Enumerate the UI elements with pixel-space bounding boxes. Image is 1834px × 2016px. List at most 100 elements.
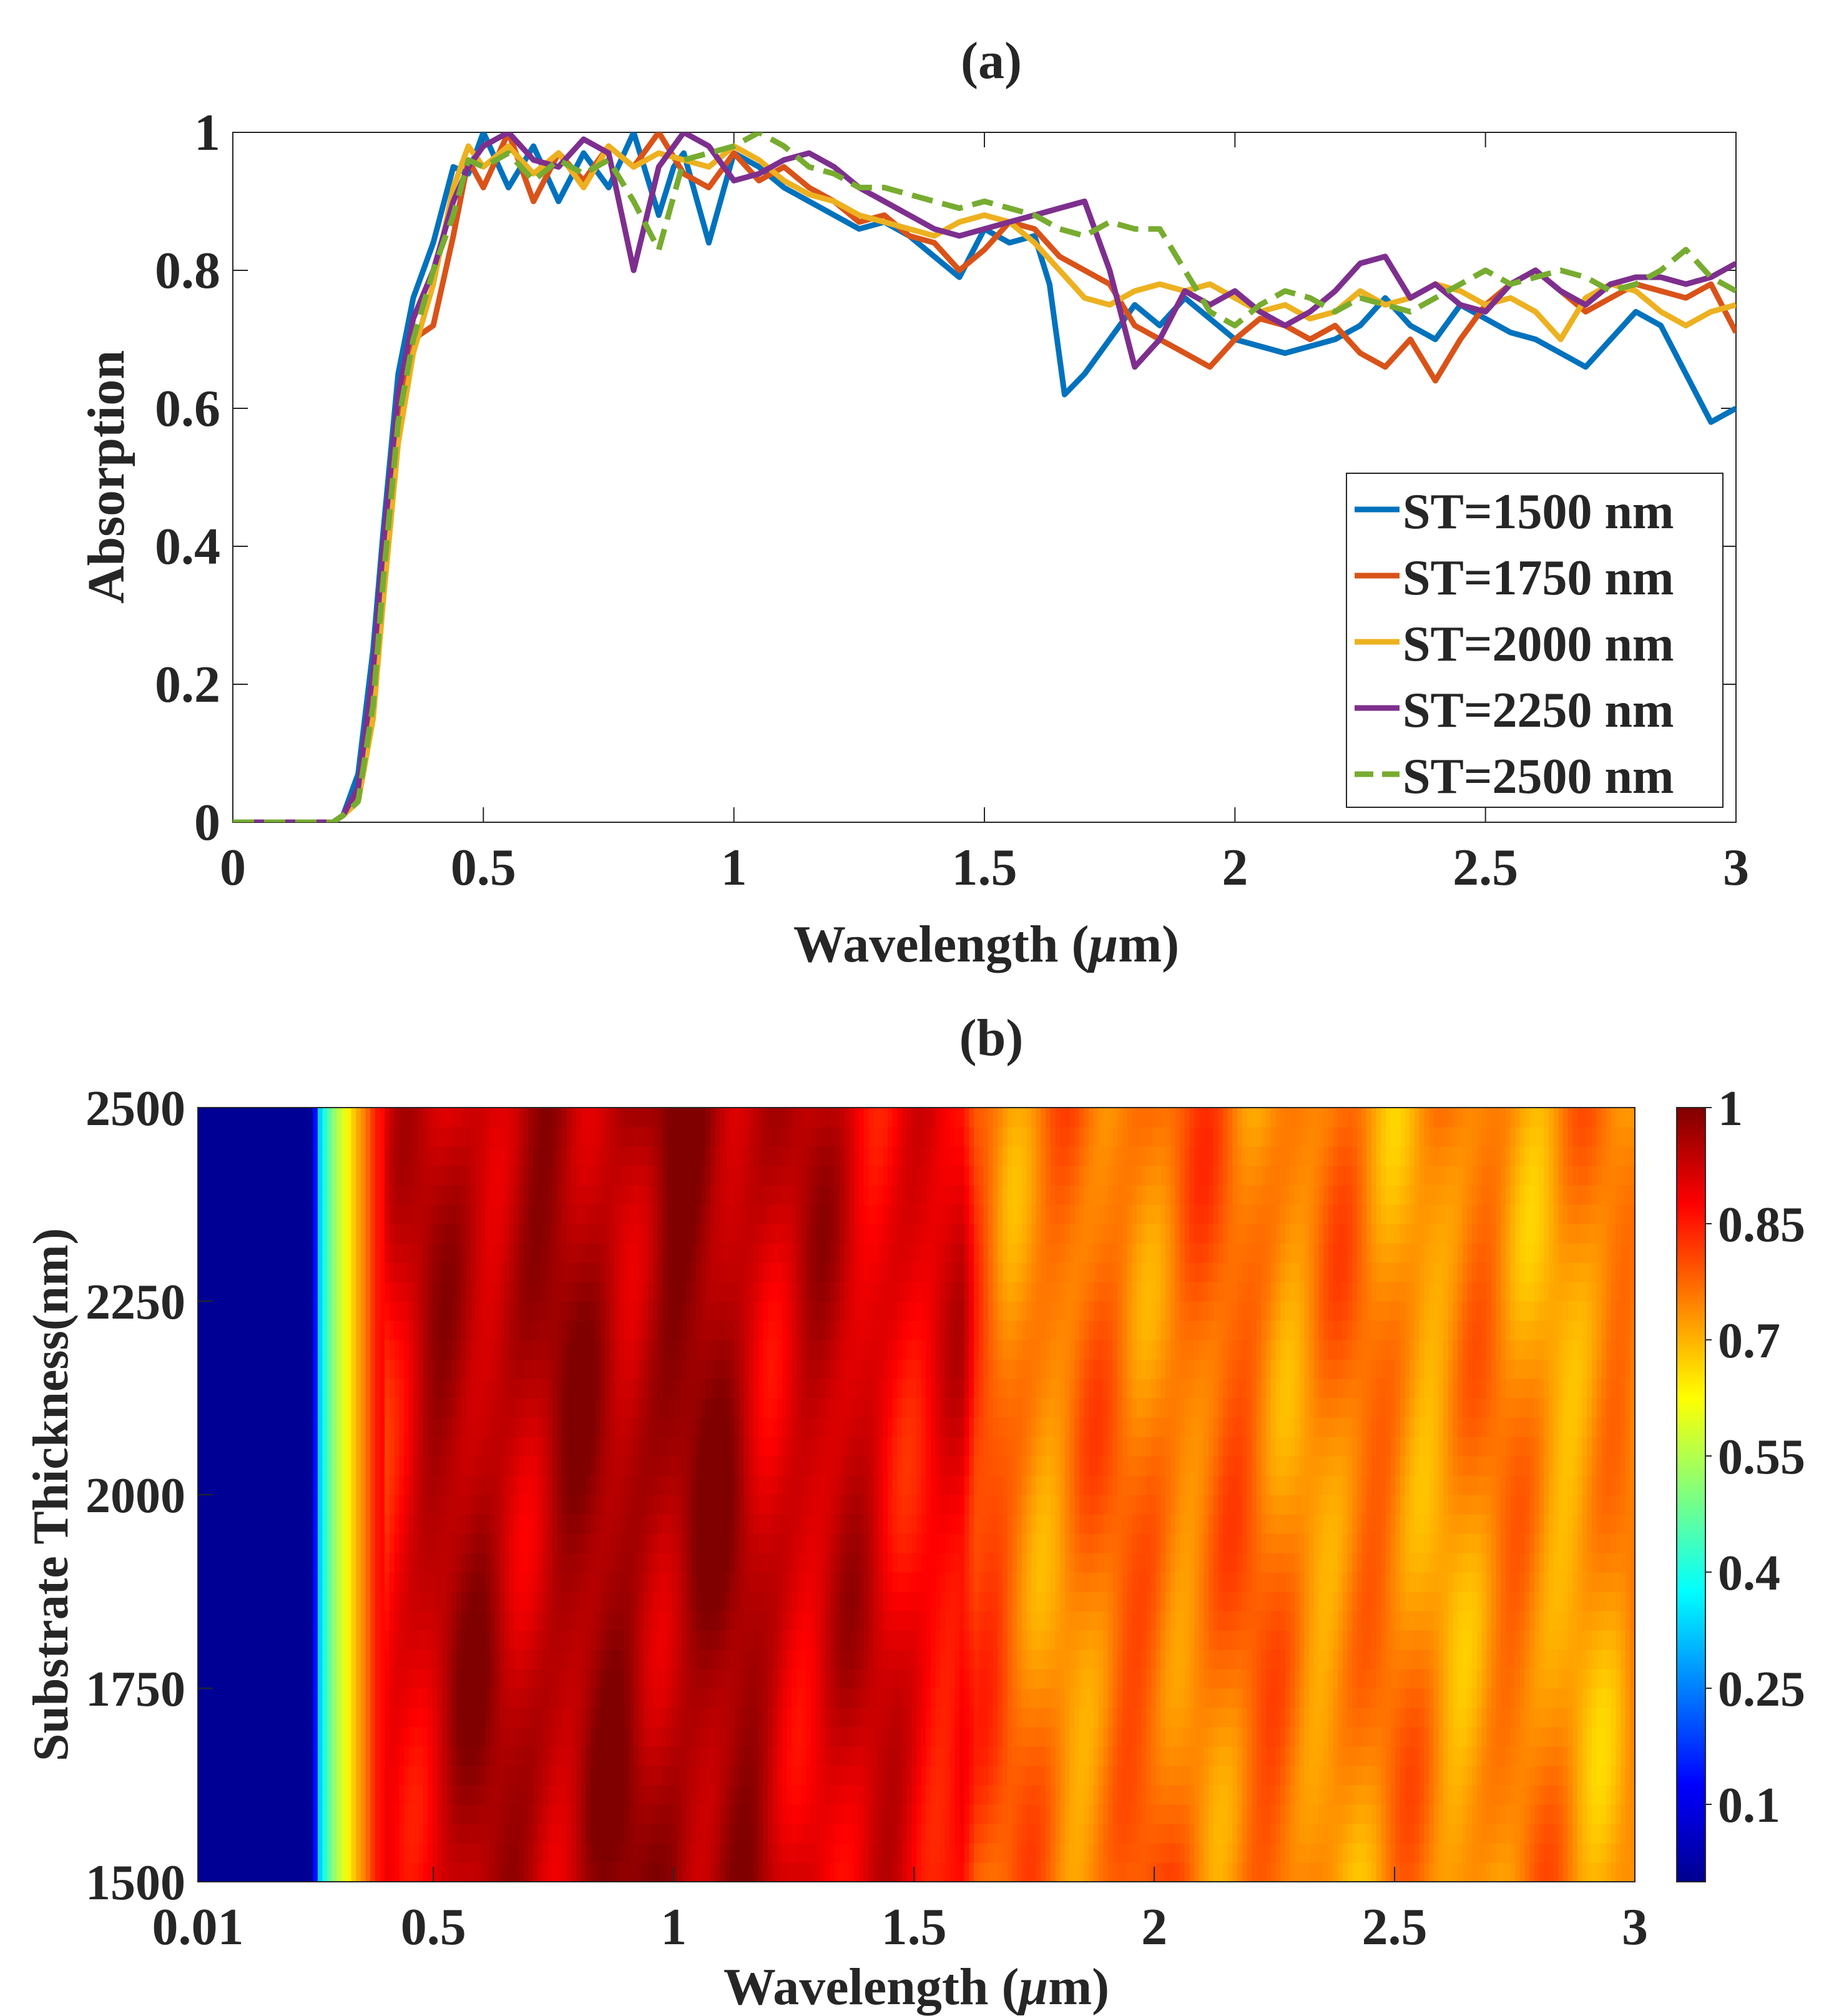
heatmap-cell [1524, 1862, 1530, 1882]
heatmap-cell [892, 1708, 898, 1728]
heatmap-cell [298, 1843, 304, 1863]
heatmap-cell [557, 1862, 562, 1882]
heatmap-cell [892, 1611, 898, 1631]
heatmap-cell [743, 1630, 750, 1650]
heatmap-cell [1295, 1766, 1300, 1786]
heatmap-cell [284, 1630, 290, 1650]
heatmap-cell [931, 1630, 936, 1650]
heatmap-cell [988, 1650, 994, 1669]
heatmap-cell [1252, 1862, 1257, 1882]
heatmap-cell [1184, 1630, 1190, 1650]
heatmap-cell [1112, 1843, 1118, 1863]
heatmap-cell [250, 1572, 256, 1592]
heatmap-cell [591, 1591, 596, 1611]
heatmap-cell [255, 1727, 261, 1747]
heatmap-cell [552, 1766, 558, 1786]
heatmap-cell [878, 1824, 883, 1844]
heatmap-cell [878, 1746, 883, 1766]
heatmap-cell [480, 1572, 486, 1592]
heatmap-cell [993, 1843, 999, 1863]
heatmap-cell [696, 1591, 702, 1611]
heatmap-cell [509, 1727, 515, 1747]
heatmap-cell [1419, 1804, 1425, 1824]
heatmap-cell [1467, 1804, 1473, 1824]
heatmap-cell [1313, 1708, 1320, 1728]
heatmap-cell [638, 1708, 644, 1728]
heatmap-cell [274, 1591, 280, 1611]
heatmap-cell [734, 1746, 740, 1766]
heatmap-cell [1572, 1785, 1578, 1805]
heatmap-cell [1031, 1591, 1037, 1611]
heatmap-cell [1496, 1572, 1501, 1592]
heatmap-cell [586, 1553, 591, 1573]
heatmap-cell [969, 1843, 974, 1863]
heatmap-cell [1577, 1611, 1583, 1631]
heatmap-cell [691, 1746, 697, 1766]
heatmap-cell [360, 1843, 366, 1863]
heatmap-cell [1419, 1611, 1425, 1631]
heatmap-cell [1209, 1766, 1214, 1786]
heatmap-cell [686, 1611, 692, 1631]
heatmap-cell [1524, 1572, 1530, 1592]
heatmap-cell [1290, 1708, 1295, 1728]
heatmap-cell [811, 1785, 816, 1805]
heatmap-cell [341, 1591, 347, 1611]
heatmap-cell [1150, 1824, 1157, 1844]
heatmap-cell [998, 1727, 1003, 1747]
panel-a-xtick-label: 0 [220, 838, 246, 897]
heatmap-cell [566, 1843, 572, 1863]
heatmap-cell [1486, 1727, 1492, 1747]
heatmap-cell [341, 1804, 347, 1824]
heatmap-cell [892, 1746, 898, 1766]
heatmap-cell [1055, 1669, 1061, 1689]
heatmap-cell [1558, 1572, 1564, 1592]
heatmap-cell [916, 1843, 922, 1863]
heatmap-cell [461, 1766, 467, 1786]
heatmap-cell [1515, 1785, 1521, 1805]
heatmap-cell [849, 1746, 855, 1766]
heatmap-cell [1611, 1650, 1616, 1669]
heatmap-cell [1084, 1630, 1089, 1650]
heatmap-cell [1562, 1669, 1569, 1689]
heatmap-cell [490, 1630, 496, 1650]
heatmap-cell [1036, 1630, 1042, 1650]
heatmap-cell [1046, 1611, 1051, 1631]
heatmap-cell [748, 1746, 754, 1766]
heatmap-cell [523, 1553, 529, 1573]
heatmap-cell [298, 1824, 304, 1844]
heatmap-cell [849, 1708, 855, 1728]
heatmap-cell [1304, 1591, 1310, 1611]
heatmap-cell [1141, 1785, 1147, 1805]
heatmap-cell [1524, 1843, 1530, 1863]
heatmap-cell [403, 1688, 409, 1708]
heatmap-cell [652, 1746, 659, 1766]
heatmap-cell [1371, 1766, 1377, 1786]
heatmap-cell [1390, 1785, 1396, 1805]
heatmap-cell [1165, 1824, 1171, 1844]
heatmap-cell [499, 1766, 505, 1786]
heatmap-cell [1299, 1630, 1305, 1650]
heatmap-cell [1275, 1572, 1281, 1592]
heatmap-cell [207, 1611, 213, 1631]
heatmap-cell [274, 1766, 280, 1786]
heatmap-cell [820, 1591, 826, 1611]
heatmap-cell [480, 1727, 486, 1747]
heatmap-cell [471, 1824, 476, 1844]
heatmap-cell [1596, 1843, 1602, 1863]
heatmap-cell [797, 1804, 802, 1824]
heatmap-cell [988, 1572, 994, 1592]
heatmap-cell [629, 1650, 634, 1669]
heatmap-cell [375, 1708, 381, 1728]
heatmap-cell [974, 1630, 979, 1650]
heatmap-cell [1553, 1688, 1559, 1708]
heatmap-cell [1611, 1611, 1616, 1631]
heatmap-cell [835, 1688, 840, 1708]
heatmap-cell [255, 1630, 261, 1650]
heatmap-cell [1415, 1669, 1420, 1689]
heatmap-cell [331, 1708, 338, 1728]
heatmap-cell [1405, 1746, 1410, 1766]
heatmap-cell [1515, 1630, 1521, 1650]
heatmap-cell [581, 1611, 587, 1631]
heatmap-cell [1448, 1611, 1454, 1631]
heatmap-cell [782, 1688, 788, 1708]
